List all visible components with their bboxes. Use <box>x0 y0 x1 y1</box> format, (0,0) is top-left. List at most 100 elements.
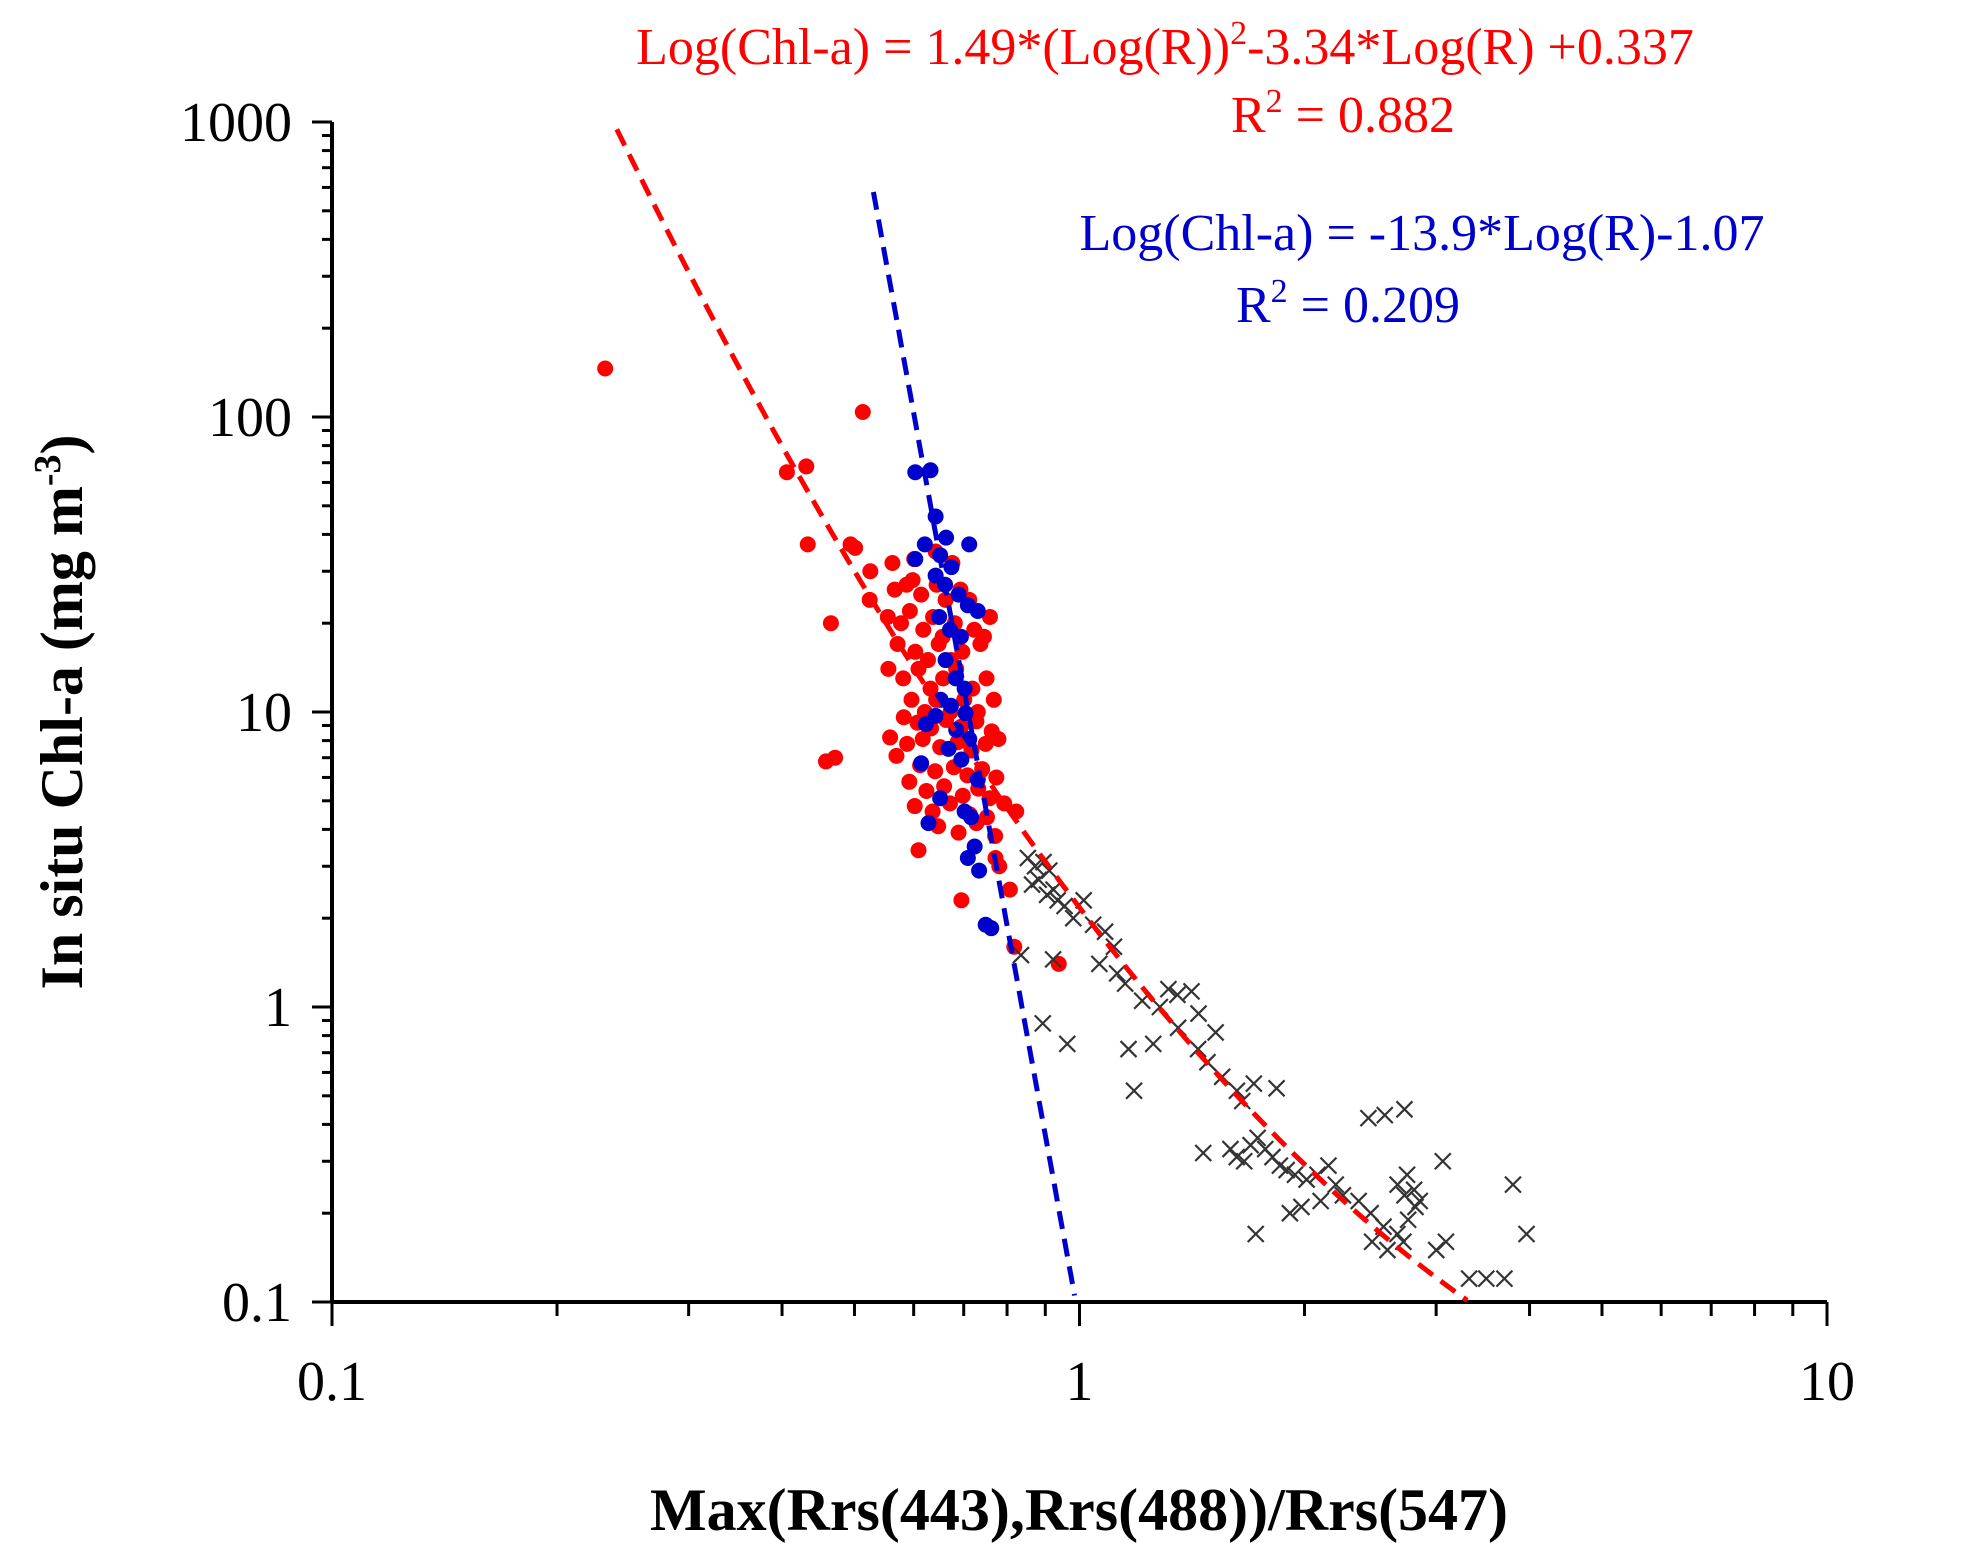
red-point <box>597 360 614 377</box>
cross-marker <box>1058 1035 1077 1053</box>
y-axis-title-main: In situ Chl-a (mg m <box>29 486 95 989</box>
y-tick-label: 0.1 <box>222 1272 292 1334</box>
red-point <box>906 798 923 815</box>
fit-lines <box>614 128 1469 1303</box>
x-axis-title: Max(Rrs(443),Rrs(488))/Rrs(547) <box>650 1477 1508 1543</box>
cross-marker <box>1363 1233 1381 1251</box>
red-point <box>990 730 1007 747</box>
red-equation-a: Log(Chl-a) = 1.49*(Log(R)) <box>636 19 1230 76</box>
cross-marker <box>1189 1040 1207 1058</box>
cross-marker <box>1405 1181 1423 1199</box>
cross-marker <box>1119 1040 1138 1058</box>
red-point <box>888 747 905 764</box>
y-axis-title-close: ) <box>29 434 95 454</box>
y-axis-title: In situ Chl-a (mg m-3) <box>27 434 95 989</box>
red-point <box>927 763 944 780</box>
red-point <box>899 735 916 752</box>
blue-point <box>916 536 933 553</box>
blue-point <box>937 652 954 669</box>
red-fit-line <box>614 128 1469 1303</box>
black-series <box>1012 849 1536 1288</box>
cross-marker <box>1189 1004 1208 1023</box>
red-point <box>880 660 897 677</box>
red-point <box>975 628 992 645</box>
red-point <box>978 670 995 687</box>
red-point <box>915 621 932 638</box>
red-point <box>892 615 909 632</box>
red-point <box>884 554 901 571</box>
tick-labels: 0.1 1 10 0.1 1 10 100 1000 <box>180 92 1855 1413</box>
cross-marker <box>1044 950 1062 969</box>
red-point <box>827 749 844 766</box>
y-tick-label: 100 <box>208 387 292 449</box>
cross-marker <box>1194 1144 1213 1162</box>
red-point <box>910 842 927 859</box>
cross-marker <box>1228 1082 1246 1100</box>
cross-marker <box>1376 1106 1394 1124</box>
blue-point <box>907 551 924 568</box>
cross-marker <box>1064 909 1083 927</box>
cross-marker <box>1281 1204 1299 1222</box>
red-point <box>778 464 795 481</box>
blue-point <box>940 740 957 757</box>
red-equation-b: -3.34*Log(R) +0.337 <box>1247 19 1694 76</box>
cross-marker <box>1517 1225 1536 1243</box>
blue-point <box>913 755 930 772</box>
red-point <box>882 729 899 746</box>
cross-marker <box>1495 1269 1514 1288</box>
cross-marker <box>1277 1161 1296 1179</box>
cross-marker <box>1245 1074 1263 1093</box>
red-point <box>862 563 879 580</box>
blue-point <box>950 586 967 603</box>
red-point <box>854 403 871 420</box>
cross-marker <box>1023 875 1041 894</box>
cross-marker <box>1116 974 1134 993</box>
cross-marker <box>1434 1152 1452 1171</box>
red-point <box>914 730 931 747</box>
blue-point <box>963 809 980 826</box>
red-r2-sup: 2 <box>1266 83 1283 120</box>
cross-marker <box>1267 1079 1286 1098</box>
red-point <box>903 691 920 708</box>
cross-marker <box>1033 1014 1052 1033</box>
cross-marker <box>1395 1100 1414 1119</box>
red-point <box>895 709 912 726</box>
cross-marker <box>1096 922 1114 941</box>
cross-marker <box>1460 1269 1478 1288</box>
red-point <box>901 773 918 790</box>
cross-marker <box>1395 1186 1414 1205</box>
red-point <box>895 670 912 687</box>
red-point <box>901 602 918 619</box>
cross-marker <box>1504 1175 1522 1194</box>
red-series <box>597 360 1067 972</box>
blue-point <box>907 464 924 481</box>
cross-marker <box>1286 1165 1304 1184</box>
red-point <box>981 608 998 625</box>
blue-series <box>907 462 1000 937</box>
red-r-squared: R2 = 0.882 <box>1231 83 1455 144</box>
cross-marker <box>1105 938 1123 956</box>
red-point <box>988 769 1005 786</box>
x-tick-label: 10 <box>1799 1351 1855 1413</box>
red-equation: Log(Chl-a) = 1.49*(Log(R))2-3.34*Log(R) … <box>636 15 1694 76</box>
red-point <box>918 782 935 799</box>
red-r2-b: = 0.882 <box>1283 87 1455 144</box>
cross-marker <box>1248 1129 1267 1147</box>
blue-point <box>953 751 970 768</box>
cross-marker <box>1108 964 1126 983</box>
x-tick-label: 1 <box>1066 1351 1094 1413</box>
cross-marker <box>1055 897 1074 915</box>
y-axis-title-sup: -3 <box>27 454 69 486</box>
red-point <box>937 591 954 608</box>
cross-marker <box>1319 1156 1338 1175</box>
blue-point <box>983 920 1000 937</box>
cross-marker <box>1477 1269 1496 1288</box>
blue-r2-a: R <box>1236 277 1271 334</box>
red-point <box>935 670 952 687</box>
red-point <box>904 572 921 589</box>
red-point <box>985 691 1002 708</box>
red-point <box>977 735 994 752</box>
red-point <box>822 615 839 632</box>
cross-marker <box>1144 1035 1163 1053</box>
red-point <box>954 787 971 804</box>
